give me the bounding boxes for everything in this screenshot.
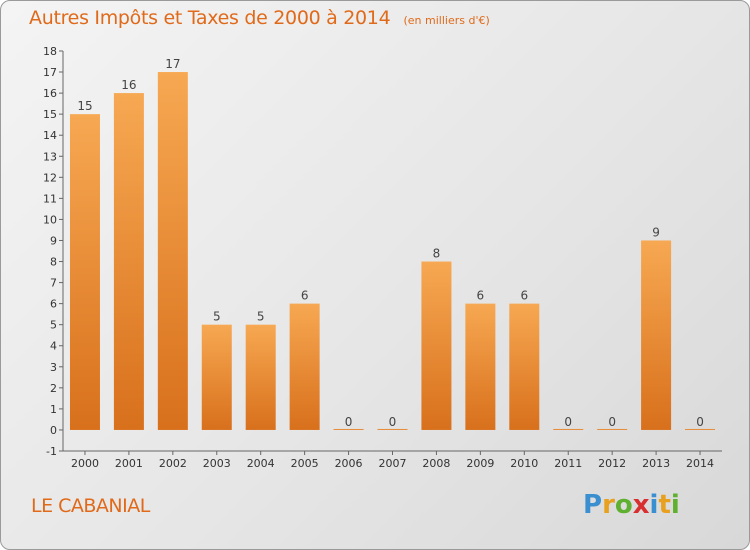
y-tick-label: 16	[43, 87, 57, 100]
data-label-2005: 6	[301, 289, 309, 303]
y-tick-label: 5	[50, 319, 57, 332]
y-tick-label: 7	[50, 277, 57, 290]
data-label-2011: 0	[564, 415, 572, 429]
y-tick-label: 2	[50, 382, 57, 395]
y-tick-label: 1	[50, 403, 57, 416]
proxiti-logo: Proxiti	[583, 490, 680, 520]
logo-letter: t	[658, 490, 671, 520]
data-label-2014: 0	[696, 415, 704, 429]
data-label-2013: 9	[652, 225, 660, 239]
data-labels: 15 16 17 5 5 6 0 0 8 6 6 0 0 9 0	[77, 57, 704, 429]
bar-2011	[553, 428, 584, 430]
data-label-2007: 0	[389, 415, 397, 429]
bar-2010	[509, 303, 540, 430]
x-tick-label: 2004	[247, 457, 275, 470]
title-block: Autres Impôts et Taxes de 2000 à 2014 (e…	[29, 7, 490, 29]
y-tick-label: 11	[43, 192, 57, 205]
x-tick-label: 2001	[115, 457, 143, 470]
y-tick-label: 4	[50, 340, 57, 353]
y-tick-label: 12	[43, 171, 57, 184]
data-label-2008: 8	[433, 247, 441, 261]
bar-2005	[289, 303, 320, 430]
y-tick-label: 14	[43, 129, 57, 142]
x-tick-label: 2006	[335, 457, 363, 470]
y-tick-label: 3	[50, 361, 57, 374]
bar-2007	[377, 428, 408, 430]
logo-letter: r	[602, 490, 615, 520]
logo-letter: o	[614, 490, 633, 520]
x-tick-label: 2010	[510, 457, 538, 470]
x-tick-label: 2002	[159, 457, 187, 470]
bar-2009	[465, 303, 496, 430]
data-label-2000: 15	[77, 99, 92, 113]
data-label-2003: 5	[213, 310, 221, 324]
y-tick-label: -1	[46, 445, 57, 458]
chart-unit: (en milliers d'€)	[403, 14, 490, 27]
x-tick-label: 2007	[379, 457, 407, 470]
x-tick-label: 2000	[71, 457, 99, 470]
bar-2013	[641, 240, 672, 430]
bar-2002	[157, 72, 188, 430]
bar-2001	[113, 93, 144, 430]
x-tick-label: 2008	[422, 457, 450, 470]
x-tick-label: 2005	[291, 457, 319, 470]
x-tick-label: 2013	[642, 457, 670, 470]
logo-letter: i	[649, 490, 659, 520]
bar-2014	[685, 428, 716, 430]
x-tick-label: 2011	[554, 457, 582, 470]
chart-title: Autres Impôts et Taxes de 2000 à 2014	[29, 7, 391, 29]
y-tick-label: 13	[43, 150, 57, 163]
bar-2003	[201, 324, 232, 430]
y-tick-label: 18	[43, 45, 57, 58]
y-tick-label: 9	[50, 234, 57, 247]
bars	[69, 72, 716, 430]
bar-2006	[333, 428, 364, 430]
commune-name: LE CABANIAL	[31, 495, 150, 517]
logo-letter: x	[632, 490, 650, 520]
bar-2000	[69, 114, 100, 430]
data-label-2004: 5	[257, 310, 265, 324]
y-tick-label: 17	[43, 66, 57, 79]
data-label-2006: 0	[345, 415, 353, 429]
logo-letter: P	[583, 490, 603, 520]
x-tick-label: 2014	[686, 457, 714, 470]
data-label-2001: 16	[121, 78, 136, 92]
x-tick-label: 2003	[203, 457, 231, 470]
y-tick-label: 10	[43, 213, 57, 226]
logo-letter: i	[670, 490, 680, 520]
y-tick-label: 6	[50, 298, 57, 311]
data-label-2012: 0	[608, 415, 616, 429]
data-label-2002: 17	[165, 57, 180, 71]
x-tick-label: 2009	[466, 457, 494, 470]
y-tick-label: 0	[50, 424, 57, 437]
bar-2008	[421, 261, 452, 430]
y-tick-label: 8	[50, 256, 57, 269]
bar-2004	[245, 324, 276, 430]
y-tick-label: 15	[43, 108, 57, 121]
bar-2012	[597, 428, 628, 430]
data-label-2010: 6	[520, 289, 528, 303]
data-label-2009: 6	[477, 289, 485, 303]
x-tick-label: 2012	[598, 457, 626, 470]
